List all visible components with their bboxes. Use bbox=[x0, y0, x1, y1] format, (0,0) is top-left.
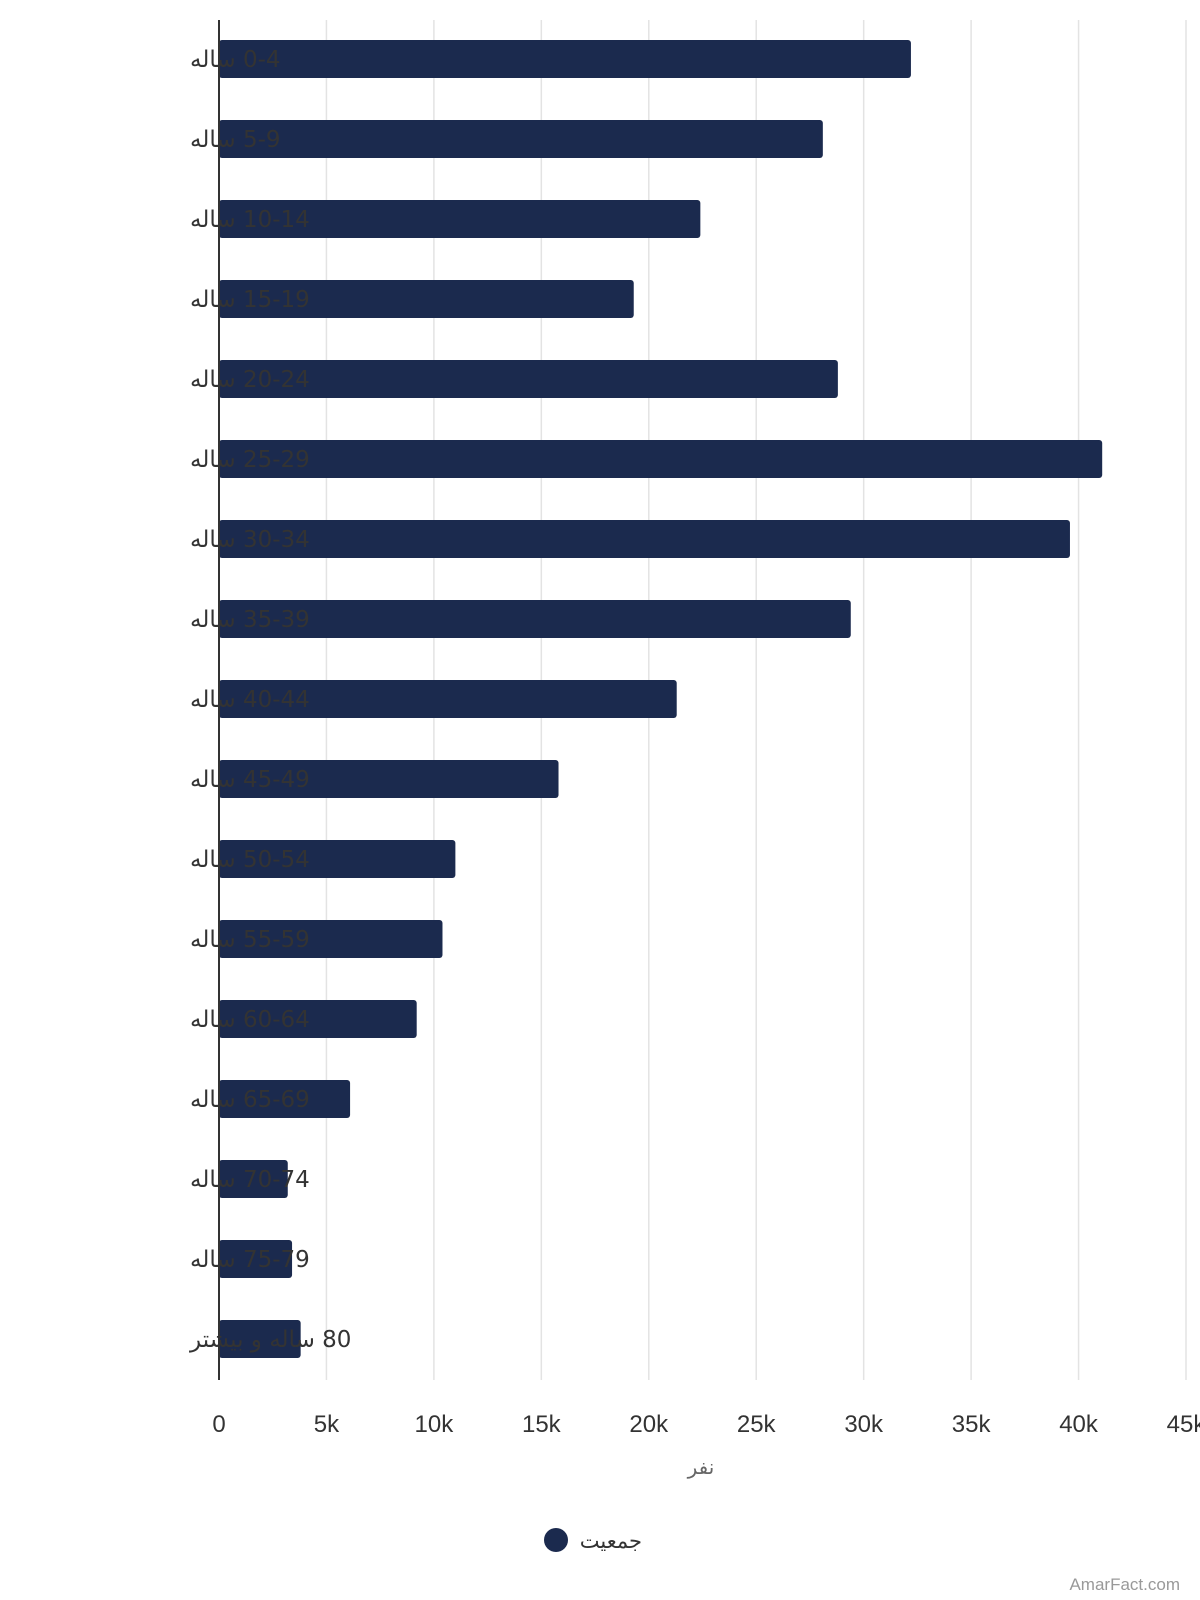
bar[interactable] bbox=[219, 680, 677, 718]
x-tick-label: 40k bbox=[1059, 1411, 1099, 1438]
category-label: 60-64 ساله bbox=[190, 1007, 310, 1033]
bar[interactable] bbox=[219, 920, 443, 958]
bar[interactable] bbox=[219, 1080, 351, 1118]
bar[interactable] bbox=[219, 280, 634, 318]
legend[interactable]: جمعیت bbox=[544, 1528, 642, 1553]
category-label: 10-14 ساله bbox=[190, 207, 310, 233]
legend-label: جمعیت bbox=[580, 1529, 642, 1553]
bar[interactable] bbox=[219, 40, 911, 78]
x-axis-ticks: 0 5k 10k 15k 20k 25k 30k 35k 40k 45k bbox=[212, 1411, 1200, 1438]
bar[interactable] bbox=[219, 200, 701, 238]
bar[interactable] bbox=[219, 840, 456, 878]
credit-text[interactable]: AmarFact.com bbox=[1069, 1575, 1180, 1594]
x-tick-label: 10k bbox=[415, 1411, 455, 1438]
bars bbox=[219, 40, 1103, 1358]
x-tick-label: 30k bbox=[844, 1411, 884, 1438]
bar[interactable] bbox=[219, 600, 851, 638]
bar[interactable] bbox=[219, 440, 1103, 478]
x-axis-title: نفر bbox=[687, 1455, 715, 1479]
x-tick-label: 0 bbox=[212, 1411, 225, 1438]
category-label: 40-44 ساله bbox=[190, 687, 310, 713]
category-label: 0-4 ساله bbox=[190, 47, 281, 73]
bar[interactable] bbox=[219, 1320, 301, 1358]
category-label: 45-49 ساله bbox=[190, 767, 310, 793]
category-labels: 0-4 ساله 5-9 ساله 10-14 ساله 15-19 ساله 20-2… bbox=[189, 47, 351, 1353]
bar[interactable] bbox=[219, 360, 838, 398]
category-label: 30-34 ساله bbox=[190, 527, 310, 553]
x-tick-label: 35k bbox=[952, 1411, 992, 1438]
x-tick-label: 20k bbox=[629, 1411, 669, 1438]
category-label: 5-9 ساله bbox=[190, 127, 281, 153]
bar[interactable] bbox=[219, 1160, 288, 1198]
bar[interactable] bbox=[219, 120, 823, 158]
bar[interactable] bbox=[219, 1000, 417, 1038]
gridlines bbox=[325, 20, 1187, 1380]
category-label: 65-69 ساله bbox=[190, 1087, 310, 1113]
category-label: 55-59 ساله bbox=[190, 927, 310, 953]
category-label: 75-79 ساله bbox=[190, 1247, 310, 1273]
category-label: 70-74 ساله bbox=[190, 1167, 310, 1193]
category-label: 50-54 ساله bbox=[190, 847, 310, 873]
category-label: 25-29 ساله bbox=[190, 447, 310, 473]
category-label: 15-19 ساله bbox=[190, 287, 310, 313]
legend-marker bbox=[544, 1528, 568, 1552]
x-tick-label: 45k bbox=[1167, 1411, 1200, 1438]
bar[interactable] bbox=[219, 760, 559, 798]
category-label: 80 ساله و بیشتر bbox=[189, 1327, 351, 1353]
x-tick-label: 25k bbox=[737, 1411, 777, 1438]
x-tick-label: 5k bbox=[314, 1411, 340, 1438]
bar[interactable] bbox=[219, 1240, 293, 1278]
bar[interactable] bbox=[219, 520, 1070, 558]
x-tick-label: 15k bbox=[522, 1411, 562, 1438]
category-label: 35-39 ساله bbox=[190, 607, 310, 633]
category-label: 20-24 ساله bbox=[190, 367, 310, 393]
